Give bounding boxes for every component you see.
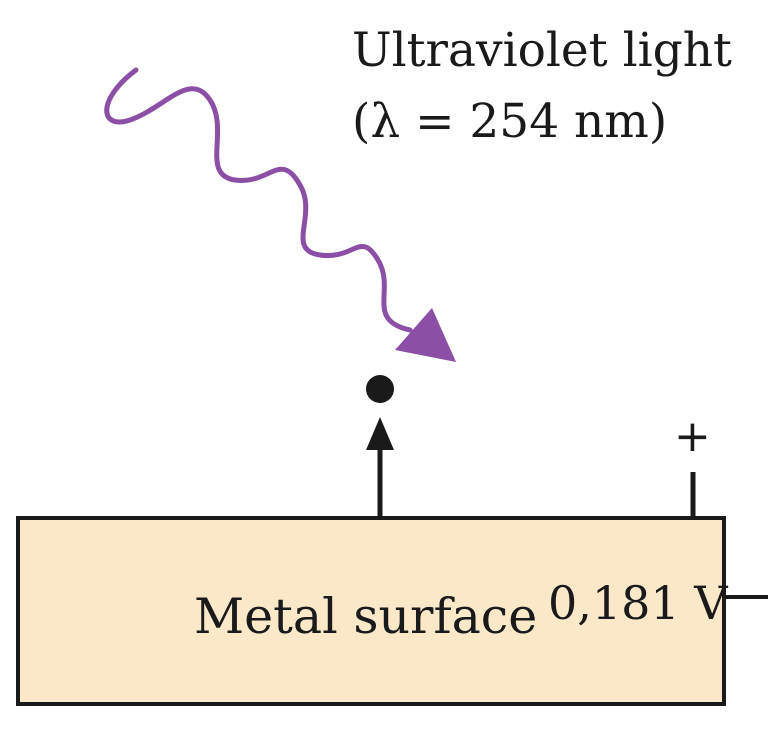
- positive-terminal-label: +: [674, 411, 711, 462]
- uv-light-arrowhead: [395, 308, 456, 362]
- metal-surface-label: Metal surface: [194, 588, 538, 645]
- voltage-label: 0,181 V: [548, 576, 728, 630]
- electron-arrow-head: [366, 417, 394, 450]
- uv-light-wave: [104, 67, 413, 333]
- light-label-line1: Ultraviolet light: [352, 23, 732, 78]
- light-label-line2: (λ = 254 nm): [352, 94, 668, 149]
- metal-surface: [16, 516, 726, 706]
- electron-dot: [366, 375, 394, 403]
